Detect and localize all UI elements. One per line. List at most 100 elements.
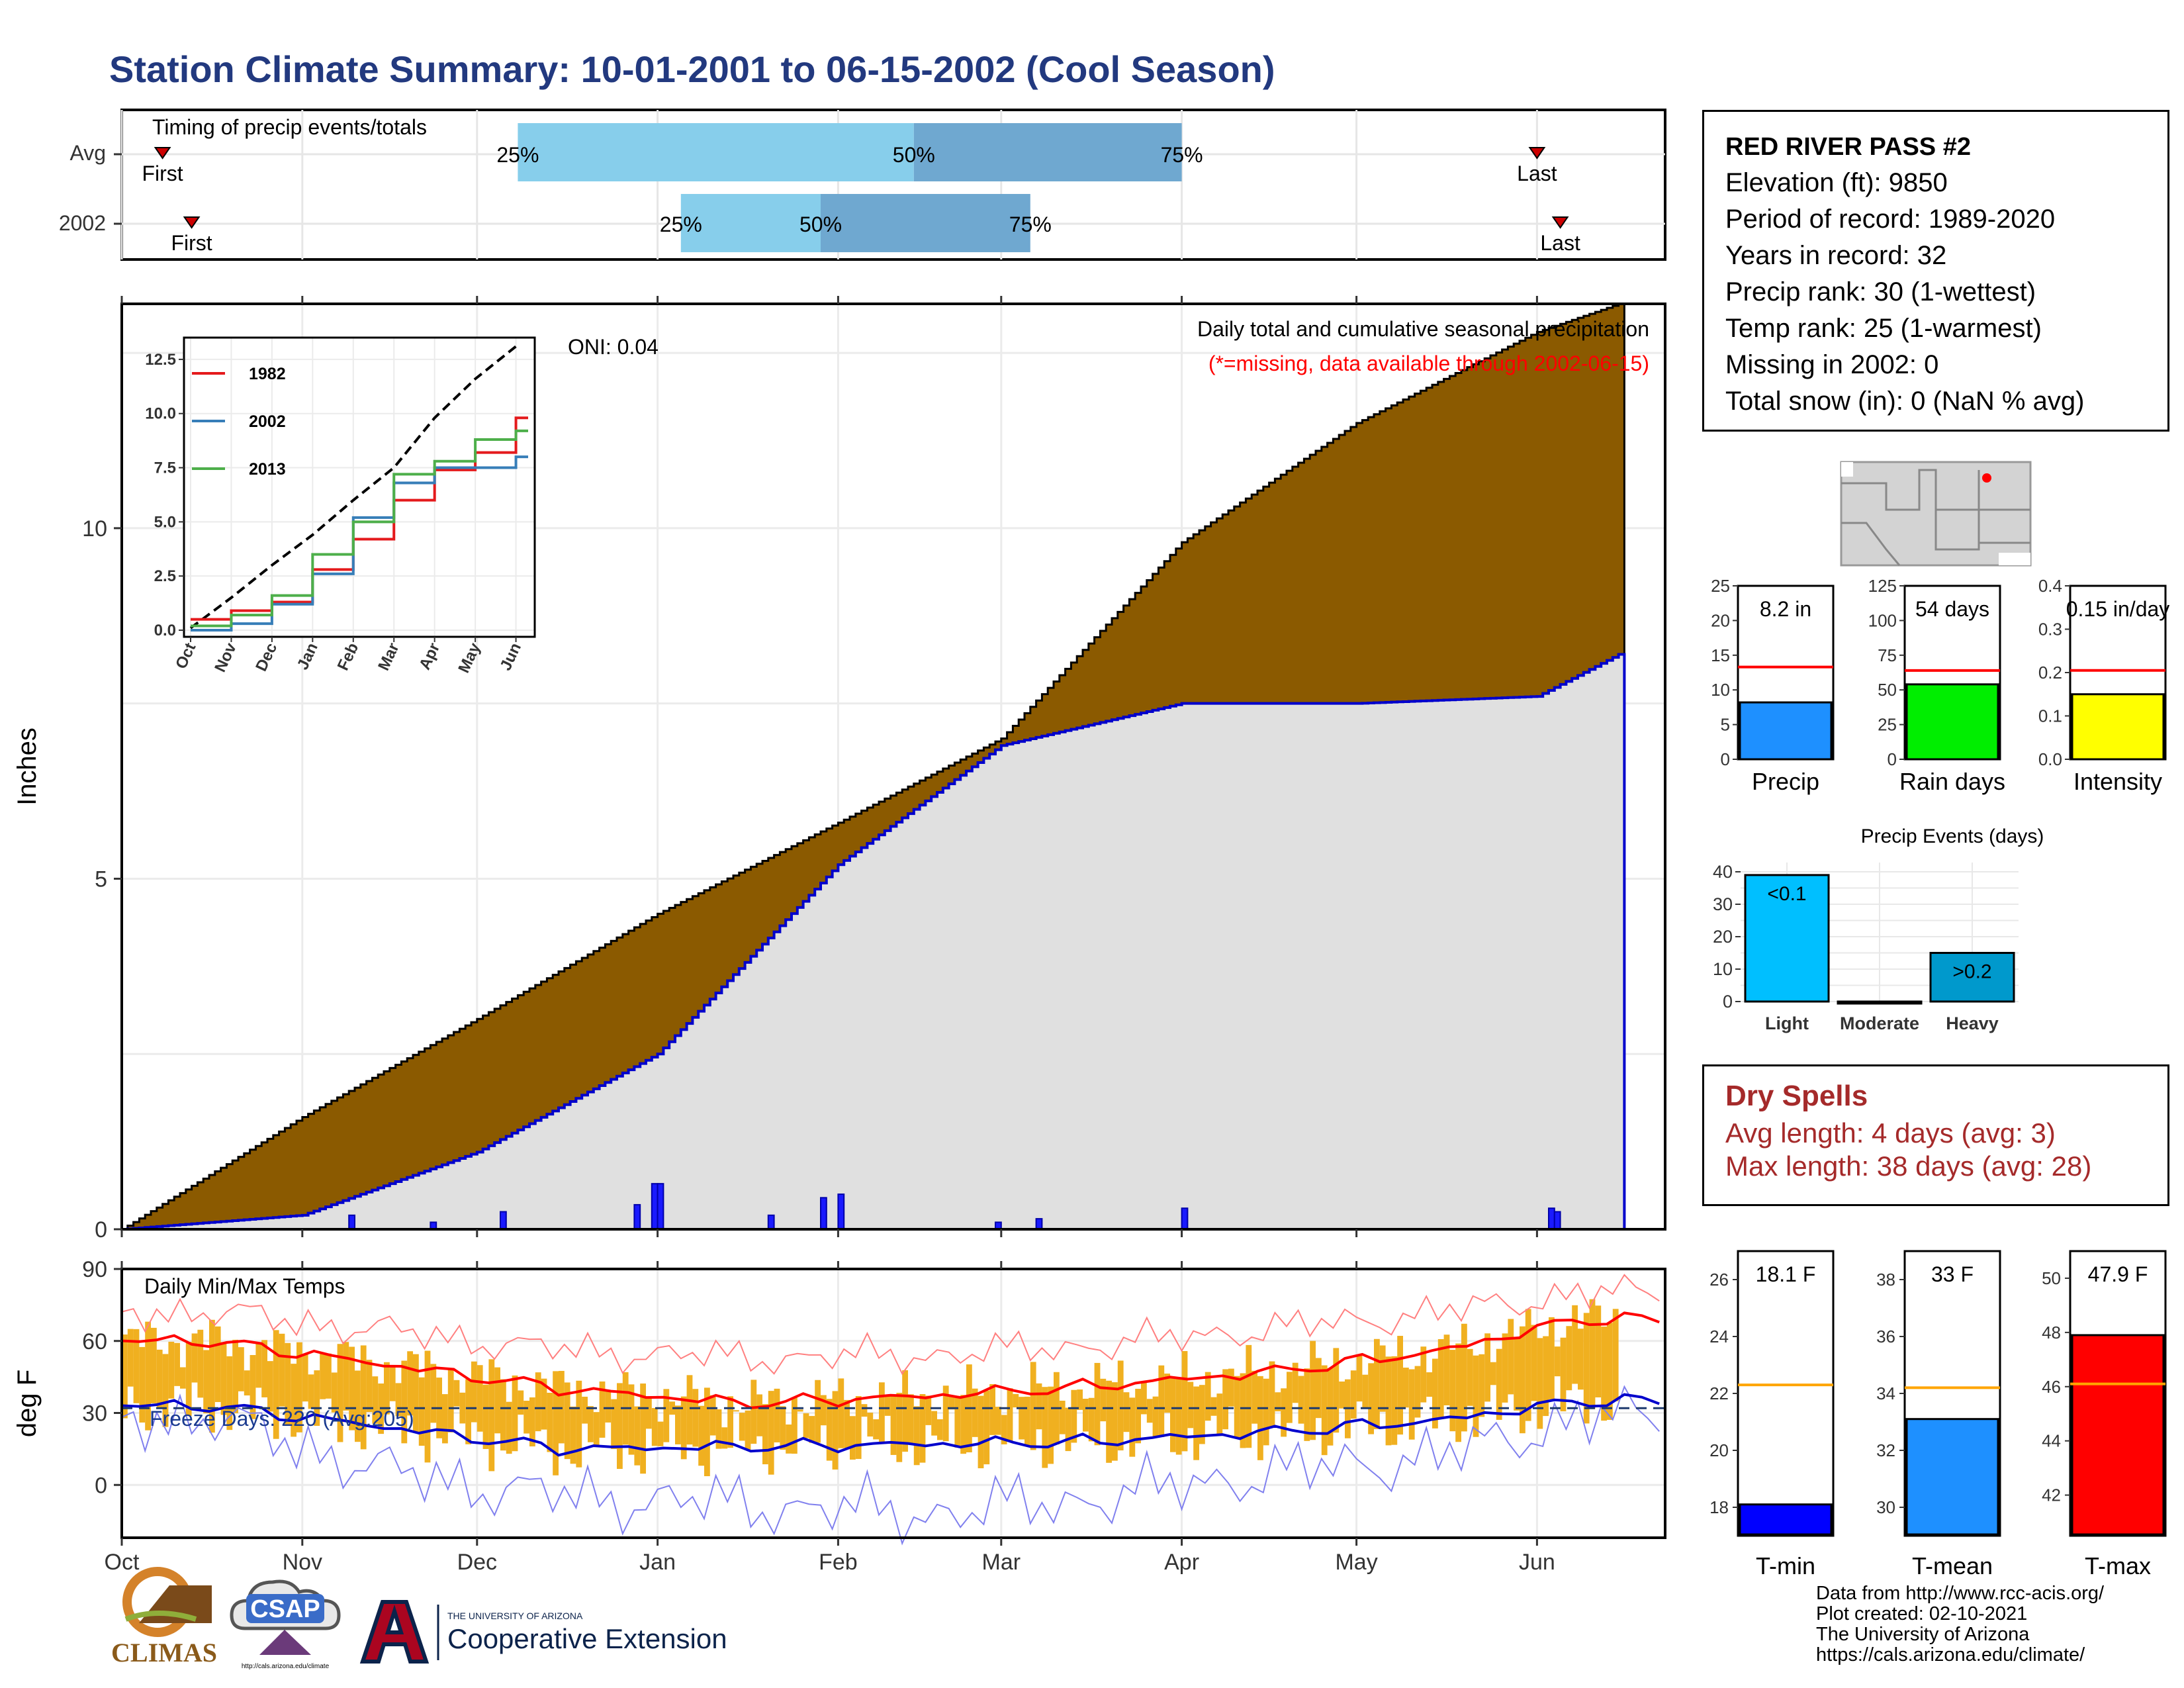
temp-range-bar (1275, 1392, 1281, 1412)
events-title: Precip Events (days) (1861, 825, 2044, 847)
temp-range-bar (908, 1394, 914, 1444)
temp-bar-tick-label: 30 (1876, 1497, 1895, 1517)
daily-precip-bar (500, 1211, 507, 1230)
temp-range-bar (1269, 1361, 1275, 1428)
temp-range-bar (209, 1319, 215, 1433)
temp-range-bar (535, 1372, 541, 1432)
temp-range-bar (803, 1413, 809, 1438)
temp-range-bar (279, 1333, 285, 1407)
temp-x-tick-label: Jan (639, 1550, 676, 1575)
temp-range-bar (1287, 1372, 1293, 1423)
mini-bar-value-label: 0.15 in/day (2066, 597, 2170, 621)
dry-spells-title: Dry Spells (1725, 1080, 1868, 1112)
temp-range-bar (762, 1404, 768, 1465)
events-bar (1837, 1000, 1923, 1005)
timing-panel: Timing of precip events/totals Avg 2002 … (59, 109, 1666, 261)
dry-spells-avg: Avg length: 4 days (avg: 3) (1725, 1117, 2056, 1149)
dry-spells-max: Max length: 38 days (avg: 28) (1725, 1150, 2092, 1182)
temp-range-bar (861, 1404, 868, 1417)
temp-range-bar (809, 1416, 815, 1443)
temp-range-bar (1112, 1382, 1118, 1461)
temp-x-tick-label: May (1335, 1550, 1377, 1575)
inset-legend-label: 2002 (249, 412, 286, 431)
temp-x-tick-label: Jun (1519, 1550, 1555, 1575)
temp-bar-label: T-max (2085, 1552, 2151, 1579)
events-x-label: Heavy (1946, 1013, 1999, 1033)
temp-range-bar (296, 1342, 302, 1432)
temp-range-bar (1560, 1337, 1567, 1412)
temp-range-bar (1426, 1372, 1432, 1397)
temp-range-bar (1589, 1299, 1596, 1409)
dry-spells-box: Dry Spells Avg length: 4 days (avg: 3) M… (1702, 1064, 2169, 1206)
temp-range-bar (1514, 1338, 1520, 1411)
temp-range-bar (727, 1396, 733, 1448)
temp-range-bar (343, 1342, 349, 1411)
temp-bar-value-label: 33 F (1931, 1262, 1974, 1286)
temp-range-bar (1141, 1382, 1147, 1415)
temp-range-bar (628, 1384, 635, 1455)
daily-precip-bar (1548, 1207, 1555, 1231)
inset-line-2002 (191, 455, 528, 632)
temp-range-bar (902, 1370, 908, 1452)
logos: CLIMAS CSAP http://cals.arizona.edu/clim… (111, 1567, 727, 1670)
main-y-label: Inches (13, 727, 42, 806)
temp-range-bar (459, 1392, 466, 1424)
temp-range-bar (1216, 1393, 1223, 1436)
temp-range-bar (232, 1339, 238, 1413)
temp-range-bar (331, 1372, 338, 1413)
temp-range-bar (692, 1389, 699, 1447)
temp-range-bar (442, 1394, 448, 1444)
temp-range-bar (983, 1390, 990, 1465)
main-caption: Daily total and cumulative seasonal prec… (1197, 317, 1649, 341)
temp-range-bar (255, 1343, 262, 1388)
temp-range-bar (1019, 1397, 1024, 1440)
temp-range-bar (320, 1353, 326, 1399)
temp-range-bar (541, 1378, 547, 1430)
temp-range-bar (1088, 1397, 1095, 1442)
temp-y-tick-label: 30 (82, 1401, 107, 1427)
temp-range-bar (1013, 1393, 1019, 1408)
temp-range-bar (657, 1421, 664, 1446)
temp-range-bar (733, 1410, 739, 1412)
temp-bar-tick-label: 22 (1709, 1383, 1729, 1403)
temp-range-bar (855, 1396, 862, 1459)
mini-bar-tick-label: 0.1 (2038, 706, 2062, 726)
station-line-years: Years in record: 32 (1725, 241, 1947, 270)
temp-range-bar (1246, 1344, 1252, 1448)
temp-range-bar (529, 1397, 535, 1447)
first-marker-icon (154, 147, 171, 160)
events-x-label: Moderate (1840, 1013, 1919, 1033)
temp-bar-value (2071, 1334, 2165, 1536)
temp-y-tick-label: 60 (82, 1329, 107, 1354)
footer-line-university: The University of Arizona (1816, 1624, 2030, 1645)
timing-q50-label: 50% (799, 212, 842, 236)
temp-range-bar (605, 1391, 612, 1423)
temp-range-bar (879, 1382, 885, 1442)
temp-bar-tick-label: 24 (1709, 1327, 1729, 1346)
mini-bar-tick-label: 10 (1711, 680, 1730, 700)
inset-frame-bg (184, 338, 535, 637)
timing-bars (518, 123, 1182, 252)
precip-events-chart: Precip Events (days) <0.1 >0.2 0 10 20 30 40 L… (1713, 825, 2044, 1033)
temp-bar-tick-label: 42 (2042, 1485, 2061, 1505)
csap-badge (246, 1594, 324, 1623)
temp-range-bar (523, 1401, 529, 1434)
temp-range-bar (238, 1347, 244, 1391)
temp-bar-tick-label: 44 (2042, 1431, 2061, 1451)
station-line-snow: Total snow (in): 0 (NaN % avg) (1725, 387, 2085, 416)
first-label: First (171, 231, 212, 255)
temp-range-bar (937, 1419, 943, 1440)
temp-range-bar (570, 1406, 576, 1464)
events-bars: <0.1 >0.2 (1744, 874, 2015, 1005)
temp-bar-value-label: 18.1 F (1756, 1262, 1816, 1286)
temp-range-bar (1595, 1305, 1602, 1398)
temp-range-bar (1350, 1370, 1357, 1419)
temp-range-bar (1554, 1346, 1561, 1377)
temp-range-bar (447, 1369, 454, 1432)
mini-bar-tick-label: 0 (1721, 749, 1730, 769)
temp-range-bar (680, 1396, 687, 1460)
mini-bar-tick-label: 50 (1878, 680, 1897, 700)
main-precip-panel: 0 5 10 Inches ONI: 0.04 Daily total and cu… (13, 296, 1666, 1243)
mini-bar-tick-label: 25 (1711, 576, 1730, 596)
temp-range-bar (308, 1374, 314, 1409)
